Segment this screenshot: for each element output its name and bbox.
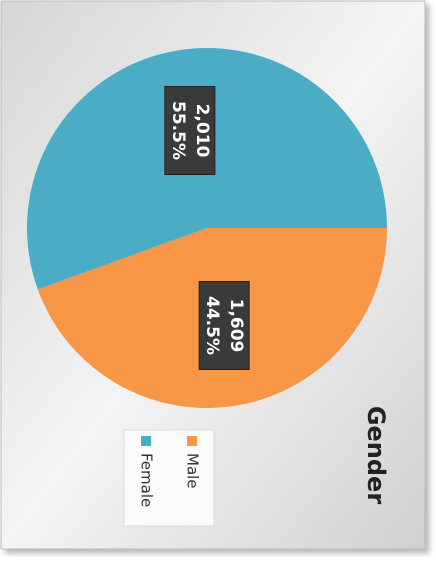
data-label-value: 2,010 <box>192 104 212 158</box>
chart-title: Gender <box>362 406 390 505</box>
legend-swatch <box>187 436 197 446</box>
data-label-box <box>164 85 216 175</box>
legend-box <box>123 429 215 527</box>
data-label-percent: 55.5% <box>168 101 188 160</box>
legend-swatch <box>141 436 151 446</box>
legend-label: Male <box>184 453 202 489</box>
data-label-percent: 44.5% <box>202 296 222 355</box>
data-label-value: 1,609 <box>226 299 246 353</box>
legend-label: Female <box>138 453 156 507</box>
data-label-box <box>198 281 250 371</box>
